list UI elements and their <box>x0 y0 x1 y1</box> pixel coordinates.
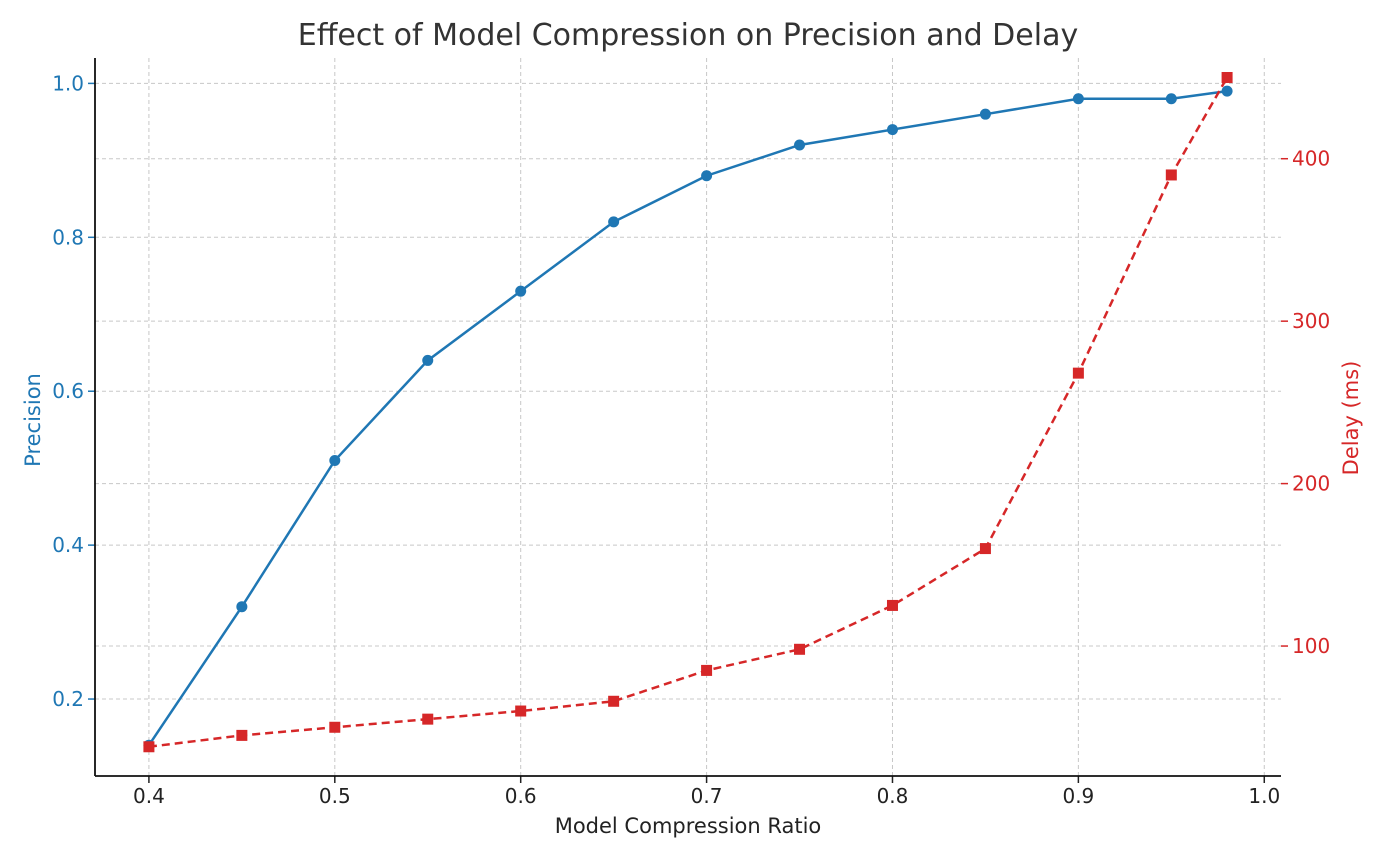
x-tick-label: 0.5 <box>319 784 351 808</box>
precision-point <box>979 108 991 120</box>
y2-axis-label: Delay (ms) <box>1339 361 1363 476</box>
delay-point <box>979 543 991 555</box>
precision-point <box>329 454 341 466</box>
precision-point <box>1072 93 1084 105</box>
delay-point <box>701 664 713 676</box>
precision-point <box>701 170 713 182</box>
grid <box>95 58 1281 776</box>
precision-point <box>515 285 527 297</box>
y-tick-label: 1.0 <box>52 71 84 95</box>
precision-point <box>608 216 620 228</box>
delay-point <box>422 713 434 725</box>
series-layer <box>143 71 1233 753</box>
delay-point <box>1165 169 1177 181</box>
y2-tick-label: 100 <box>1292 634 1330 658</box>
y2-tick-label: 300 <box>1292 309 1330 333</box>
axes: 0.4 0.5 0.6 0.7 0.8 0.9 1.0 0.2 0.4 0.6 0.8 1.0 100 2… <box>52 58 1330 808</box>
delay-point <box>608 695 620 707</box>
y-tick-label: 0.2 <box>52 687 84 711</box>
x-tick-label: 0.6 <box>505 784 537 808</box>
precision-point <box>1221 85 1233 97</box>
y-tick-label: 0.6 <box>52 379 84 403</box>
y-tick-label: 0.4 <box>52 533 84 557</box>
precision-point <box>1165 93 1177 105</box>
delay-point <box>143 741 155 753</box>
precision-point <box>794 139 806 151</box>
x-tick-label: 1.0 <box>1248 784 1280 808</box>
x-axis-label: Model Compression Ratio <box>555 814 822 838</box>
delay-point <box>1072 367 1084 379</box>
y-axis-label: Precision <box>21 373 45 467</box>
y-tick-label: 0.8 <box>52 225 84 249</box>
y2-tick-label: 400 <box>1292 147 1330 171</box>
x-tick-label: 0.9 <box>1062 784 1094 808</box>
series-precision <box>143 85 1233 751</box>
series-delay <box>143 71 1233 753</box>
precision-point <box>886 124 898 136</box>
delay-point <box>1221 71 1233 83</box>
x-tick-label: 0.4 <box>133 784 165 808</box>
delay-point <box>236 729 248 741</box>
x-tick-label: 0.7 <box>691 784 723 808</box>
delay-point <box>329 721 341 733</box>
delay-point <box>886 599 898 611</box>
chart-title: Effect of Model Compression on Precision… <box>298 18 1078 53</box>
precision-point <box>236 601 248 613</box>
x-tick-label: 0.8 <box>877 784 909 808</box>
precision-point <box>422 354 434 366</box>
y2-tick-label: 200 <box>1292 472 1330 496</box>
delay-point <box>794 643 806 655</box>
delay-point <box>515 705 527 717</box>
